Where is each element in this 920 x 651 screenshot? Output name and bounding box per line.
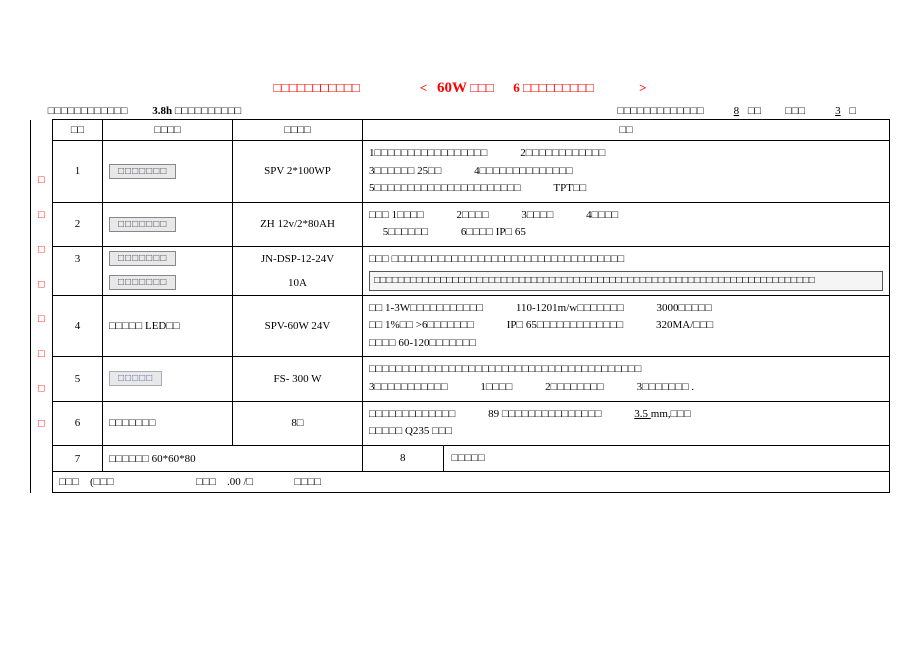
table-header-row: □ □ □ □ □ □ □ □ □□ □□□□ □□□□ □□ [31,120,890,141]
title-right: < 60W □□□ 6 □□□□□□□□□ > [420,80,647,97]
component-pill: □□□□□□□ [109,217,176,232]
desc-cell: □□□ 1□□□□ 2□□□□ 3□□□□ 4□□□□ 5□□□□□□ 6□□□… [363,202,890,246]
table-row: 3 □□□□□□□ JN-DSP-12-24V □□□ □□□□□□□□□□□□… [31,246,890,270]
desc-cell: □□□ □□□□□□□□□□□□□□□□□□□□□□□□□□□□□□□□□□□ … [363,246,890,295]
header-left: □□□□□□□□□□□□ 3.8h □□□□□□□□□□ [34,105,445,117]
table-row: 2 □□□□□□□ ZH 12v/2*80AH □□□ 1□□□□ 2□□□□ … [31,202,890,246]
spec-table: □ □ □ □ □ □ □ □ □□ □□□□ □□□□ □□ 1 □□□□□□… [30,119,890,493]
col-desc: □□ [363,120,890,141]
col-num: □□ [53,120,103,141]
header-row: □□□□□□□□□□□□ 3.8h □□□□□□□□□□ □□□□□□□□□□□… [30,105,890,117]
desc-cell: □□□□□□□□□□□□□ 89 □□□□□□□□□□□□□□□ 3.5 mm,… [363,401,890,445]
page-title: □□□□□□□□□□□ < 60W □□□ 6 □□□□□□□□□ > [30,80,890,97]
table-row: 5 □□□□□ FS- 300 W □□□□□□□□□□□□□□□□□□□□□□… [31,357,890,401]
side-label: □ □ □ □ □ □ □ □ [31,120,53,493]
desc-cell: 8 □□□□□ [363,445,890,472]
table-row: 4 □□□□□ LED□□ SPV-60W 24V □□ 1-3W□□□□□□□… [31,295,890,357]
desc-cell: □□□□□□□□□□□□□□□□□□□□□□□□□□□□□□□□□□□□□□□□… [363,357,890,401]
desc-cell: 1□□□□□□□□□□□□□□□□□ 2□□□□□□□□□□□□ 3□□□□□□… [363,141,890,203]
table-row: 1 □□□□□□□ SPV 2*100WP 1□□□□□□□□□□□□□□□□□… [31,141,890,203]
title-left: □□□□□□□□□□□ [273,80,359,96]
desc-box: □□□□□□□□□□□□□□□□□□□□□□□□□□□□□□□□□□□□□□□□… [369,271,883,291]
header-right: □□□□□□□□□□□□□ 8 □□ □□□ 3 □ [445,105,886,117]
desc-cell: □□ 1-3W□□□□□□□□□□□ 110-1201m/w□□□□□□□ 30… [363,295,890,357]
component-pill: □□□□□□□ [109,164,176,179]
component-pill: □□□□□□□ [109,275,176,290]
table-row: 6 □□□□□□□ 8□ □□□□□□□□□□□□□ 89 □□□□□□□□□□… [31,401,890,445]
table-row: 7 □□□□□□ 60*60*80 8 □□□□□ [31,445,890,472]
component-pill: □□□□□ [109,371,162,386]
price-row: □□□ (□□□ □□□ .00 /□ □□□□ [31,472,890,493]
component-pill: □□□□□□□ [109,251,176,266]
col-name: □□□□ [103,120,233,141]
col-spec: □□□□ [233,120,363,141]
